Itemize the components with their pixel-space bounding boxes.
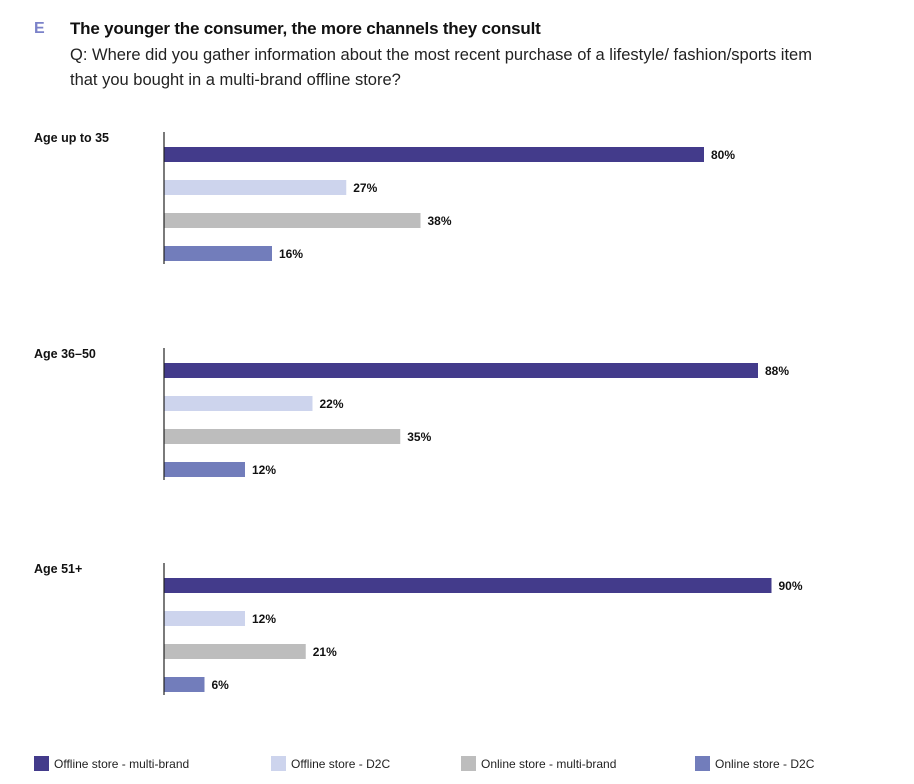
legend-label: Online store - multi-brand xyxy=(481,756,617,771)
data-label: 12% xyxy=(252,463,276,477)
data-label: 38% xyxy=(428,214,452,228)
bar-offline-store-d2c xyxy=(164,611,245,626)
data-label: 6% xyxy=(212,678,230,692)
legend-item-offline-store-multi-brand: Offline store - multi-brand xyxy=(34,756,189,771)
category-label: Age up to 35 xyxy=(34,131,109,145)
data-label: 80% xyxy=(711,148,735,162)
data-label: 16% xyxy=(279,247,303,261)
chart-subtitle: Q: Where did you gather information abou… xyxy=(70,46,812,89)
bar-chart: Age up to 35 80% 27% 38% 16% Age 36–50 88% 22% 3… xyxy=(34,131,803,695)
data-label: 35% xyxy=(407,430,431,444)
bar-online-store-d2c xyxy=(164,677,205,692)
legend-swatch xyxy=(461,756,476,771)
category-label: Age 51+ xyxy=(34,562,82,576)
legend-item-online-store-d2c: Online store - D2C xyxy=(695,756,814,771)
bar-online-store-multi-brand xyxy=(164,213,421,228)
category-label: Age 36–50 xyxy=(34,347,96,361)
bar-online-store-multi-brand xyxy=(164,429,401,444)
group-age-up-to-35: Age up to 35 80% 27% 38% 16% xyxy=(34,131,735,264)
bar-online-store-d2c xyxy=(164,246,272,261)
legend-label: Offline store - multi-brand xyxy=(54,756,190,771)
legend-item-offline-store-d2c: Offline store - D2C xyxy=(271,756,390,771)
section-letter: E xyxy=(34,20,45,37)
data-label: 88% xyxy=(765,364,789,378)
data-label: 21% xyxy=(313,645,337,659)
legend-swatch xyxy=(34,756,49,771)
group-age-36-50: Age 36–50 88% 22% 35% 12% xyxy=(34,347,789,480)
data-label: 27% xyxy=(353,181,377,195)
bar-offline-store-multi-brand xyxy=(164,147,704,162)
legend-swatch xyxy=(271,756,286,771)
chart-title: The younger the consumer, the more chann… xyxy=(70,19,541,38)
bar-online-store-d2c xyxy=(164,462,245,477)
legend-label: Online store - D2C xyxy=(715,756,815,771)
data-label: 12% xyxy=(252,612,276,626)
bar-offline-store-d2c xyxy=(164,180,347,195)
bar-offline-store-multi-brand xyxy=(164,363,758,378)
legend: Offline store - multi-brand Offline store… xyxy=(0,756,914,776)
legend-label: Offline store - D2C xyxy=(291,756,391,771)
legend-swatch xyxy=(695,756,710,771)
data-label: 90% xyxy=(779,579,803,593)
bar-offline-store-d2c xyxy=(164,396,313,411)
legend-item-online-store-multi-brand: Online store - multi-brand xyxy=(461,756,616,771)
bar-online-store-multi-brand xyxy=(164,644,306,659)
group-age-51: Age 51+ 90% 12% 21% 6% xyxy=(34,562,803,695)
bar-offline-store-multi-brand xyxy=(164,578,772,593)
data-label: 22% xyxy=(320,397,344,411)
